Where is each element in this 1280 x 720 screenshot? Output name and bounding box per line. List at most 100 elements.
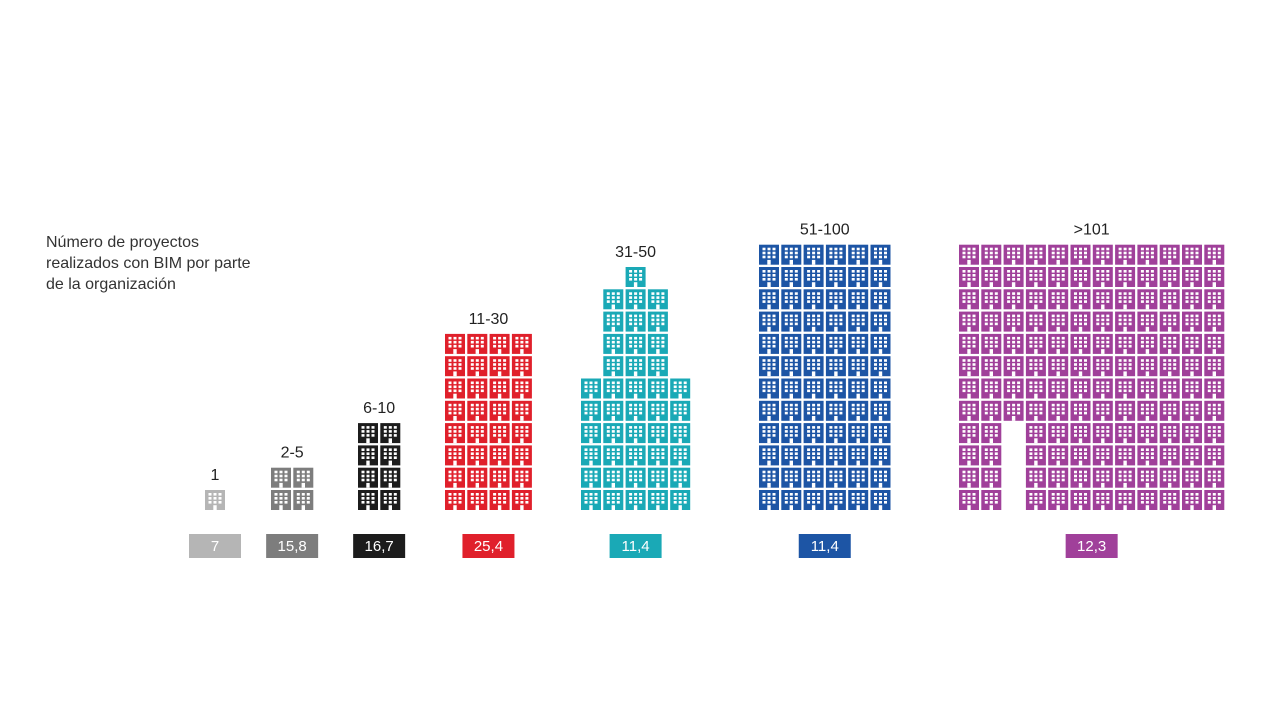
building-icon [1159,356,1180,377]
building-icon [1115,289,1136,310]
building-icon [870,378,891,399]
category-label: 31-50 [615,244,656,261]
building-icon [759,311,779,332]
building-icon [670,445,691,466]
building-icon [489,445,510,466]
building-icon [1204,467,1225,488]
building-icon [1182,423,1202,444]
building-icon [803,445,824,466]
column-2 [358,423,401,510]
building-icon [825,356,846,377]
building-icon [870,267,891,287]
building-icon [271,467,291,488]
building-icon [1137,356,1158,377]
building-icon [1092,378,1113,399]
building-icon [489,356,510,377]
building-icon [1025,423,1046,444]
building-icon [1204,490,1225,510]
category-label: 11-30 [469,311,509,328]
building-icon [1092,289,1113,310]
building-icon [759,490,779,510]
building-icon [1003,311,1024,332]
building-icon [467,423,488,444]
building-icon [759,356,779,377]
building-icon [759,333,779,354]
building-icon [1182,244,1202,265]
building-icon [445,490,465,510]
building-icon [803,311,824,332]
building-icon [1003,289,1024,310]
building-icon [511,356,532,377]
building-icon [848,445,869,466]
building-icon [603,378,624,399]
building-icon [781,490,802,510]
building-icon [380,467,401,488]
building-icon [625,423,646,444]
building-icon [1003,267,1024,287]
building-icon [1025,445,1046,466]
building-icon [358,467,378,488]
building-icon [1070,289,1091,310]
building-icon [358,445,378,466]
building-icon [959,467,979,488]
building-icon [511,490,532,510]
building-icon [380,423,401,444]
building-icon [1115,490,1136,510]
column-3 [445,333,532,510]
value-label: 15,8 [278,538,307,555]
building-icon [1092,490,1113,510]
building-icon [581,378,601,399]
building-icon [445,467,465,488]
building-icon [1092,423,1113,444]
building-icon [759,244,779,265]
building-icon [1048,445,1069,466]
building-icon [1048,267,1069,287]
building-icon [1025,467,1046,488]
building-icon [848,311,869,332]
building-icon [759,267,779,287]
building-icon [647,356,668,377]
building-icon [271,490,291,510]
building-icon [1025,356,1046,377]
building-icon [803,289,824,310]
building-icon [511,423,532,444]
building-icon [1048,467,1069,488]
building-icon [959,490,979,510]
building-icon [1159,445,1180,466]
building-icon [1115,400,1136,421]
column-1 [271,467,314,510]
building-icon [848,490,869,510]
building-icon [959,378,979,399]
building-icon [825,333,846,354]
building-icon [1204,400,1225,421]
building-icon [380,490,401,510]
building-icon [625,378,646,399]
building-icon [959,445,979,466]
building-icon [670,423,691,444]
building-icon [1137,311,1158,332]
building-icon [981,333,1002,354]
building-icon [670,378,691,399]
building-icon [825,490,846,510]
building-icon [870,333,891,354]
building-icon [981,244,1002,265]
building-icon [1159,378,1180,399]
building-icon [1204,445,1225,466]
building-icon [1003,333,1024,354]
building-icon [445,333,465,354]
building-icon [625,490,646,510]
building-icon [759,289,779,310]
building-icon [467,400,488,421]
building-icon [467,356,488,377]
building-icon [959,423,979,444]
building-icon [1159,333,1180,354]
building-icon [1092,356,1113,377]
value-box [1065,534,1118,558]
building-icon [625,400,646,421]
building-icon [1070,267,1091,287]
building-icon [625,467,646,488]
building-icon [825,423,846,444]
building-icon [1070,333,1091,354]
building-icon [1003,244,1024,265]
